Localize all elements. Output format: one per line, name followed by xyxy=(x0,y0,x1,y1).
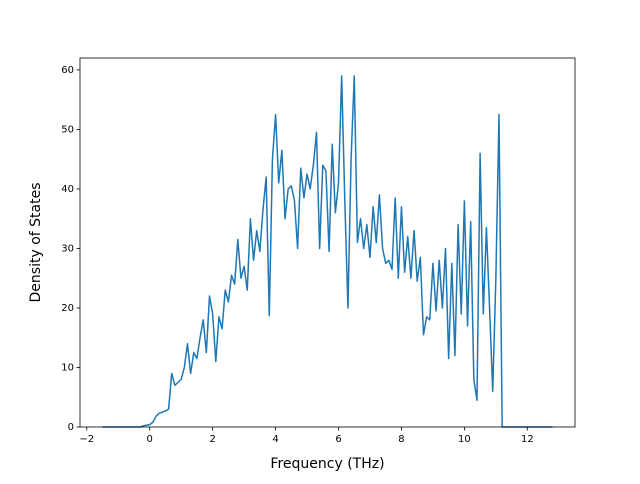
x-tick-label: −2 xyxy=(79,434,94,445)
x-tick-label: 12 xyxy=(521,434,534,445)
y-tick-label: 30 xyxy=(61,243,74,254)
y-tick-label: 60 xyxy=(61,65,74,76)
line-series xyxy=(102,75,553,428)
x-tick-label: 2 xyxy=(209,434,215,445)
y-tick-label: 40 xyxy=(61,184,74,195)
x-axis-label: Frequency (THz) xyxy=(270,456,384,472)
y-tick-label: 20 xyxy=(61,303,74,314)
x-tick-label: 6 xyxy=(335,434,341,445)
plot-frame xyxy=(79,57,576,428)
y-tick-label: 0 xyxy=(68,422,74,433)
x-tick-label: 10 xyxy=(458,434,471,445)
y-tick-label: 50 xyxy=(61,124,74,135)
y-axis-label: Density of States xyxy=(28,183,44,303)
x-tick-label: 8 xyxy=(398,434,404,445)
x-tick-label: 0 xyxy=(147,434,153,445)
x-tick-label: 4 xyxy=(272,434,278,445)
y-tick-label: 10 xyxy=(61,362,74,373)
